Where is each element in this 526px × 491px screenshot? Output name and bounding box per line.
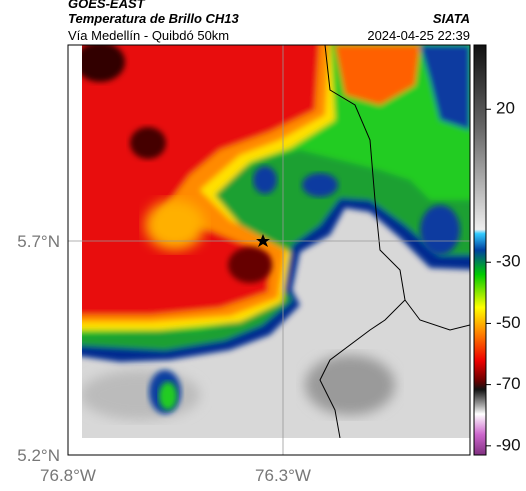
lat-label: 5.2°N	[17, 446, 60, 465]
colorbar-tick-label: -50	[496, 313, 521, 332]
lon-label: 76.3°W	[255, 466, 311, 485]
source: SIATA	[433, 11, 470, 26]
timestamp: 2024-04-25 22:39	[367, 28, 470, 43]
city-marker	[256, 234, 270, 247]
colorbar-ticks: 20 -30 -50 -70 -90	[486, 99, 521, 454]
colorbar	[473, 44, 487, 456]
title: Temperatura de Brillo CH13	[68, 11, 240, 26]
satellite-image	[82, 45, 470, 438]
colorbar-tick-label: 20	[496, 99, 515, 118]
colorbar-tick-label: -90	[496, 435, 521, 454]
map-frame	[67, 44, 471, 456]
subtitle: Vía Medellín - Quibdó 50km	[68, 28, 229, 43]
lon-label: 76.8°W	[40, 466, 96, 485]
lat-label: 5.7°N	[17, 232, 60, 251]
colorbar-tick-label: -30	[496, 252, 521, 271]
colorbar-tick-label: -70	[496, 374, 521, 393]
satellite: GOES-EAST	[68, 0, 146, 11]
